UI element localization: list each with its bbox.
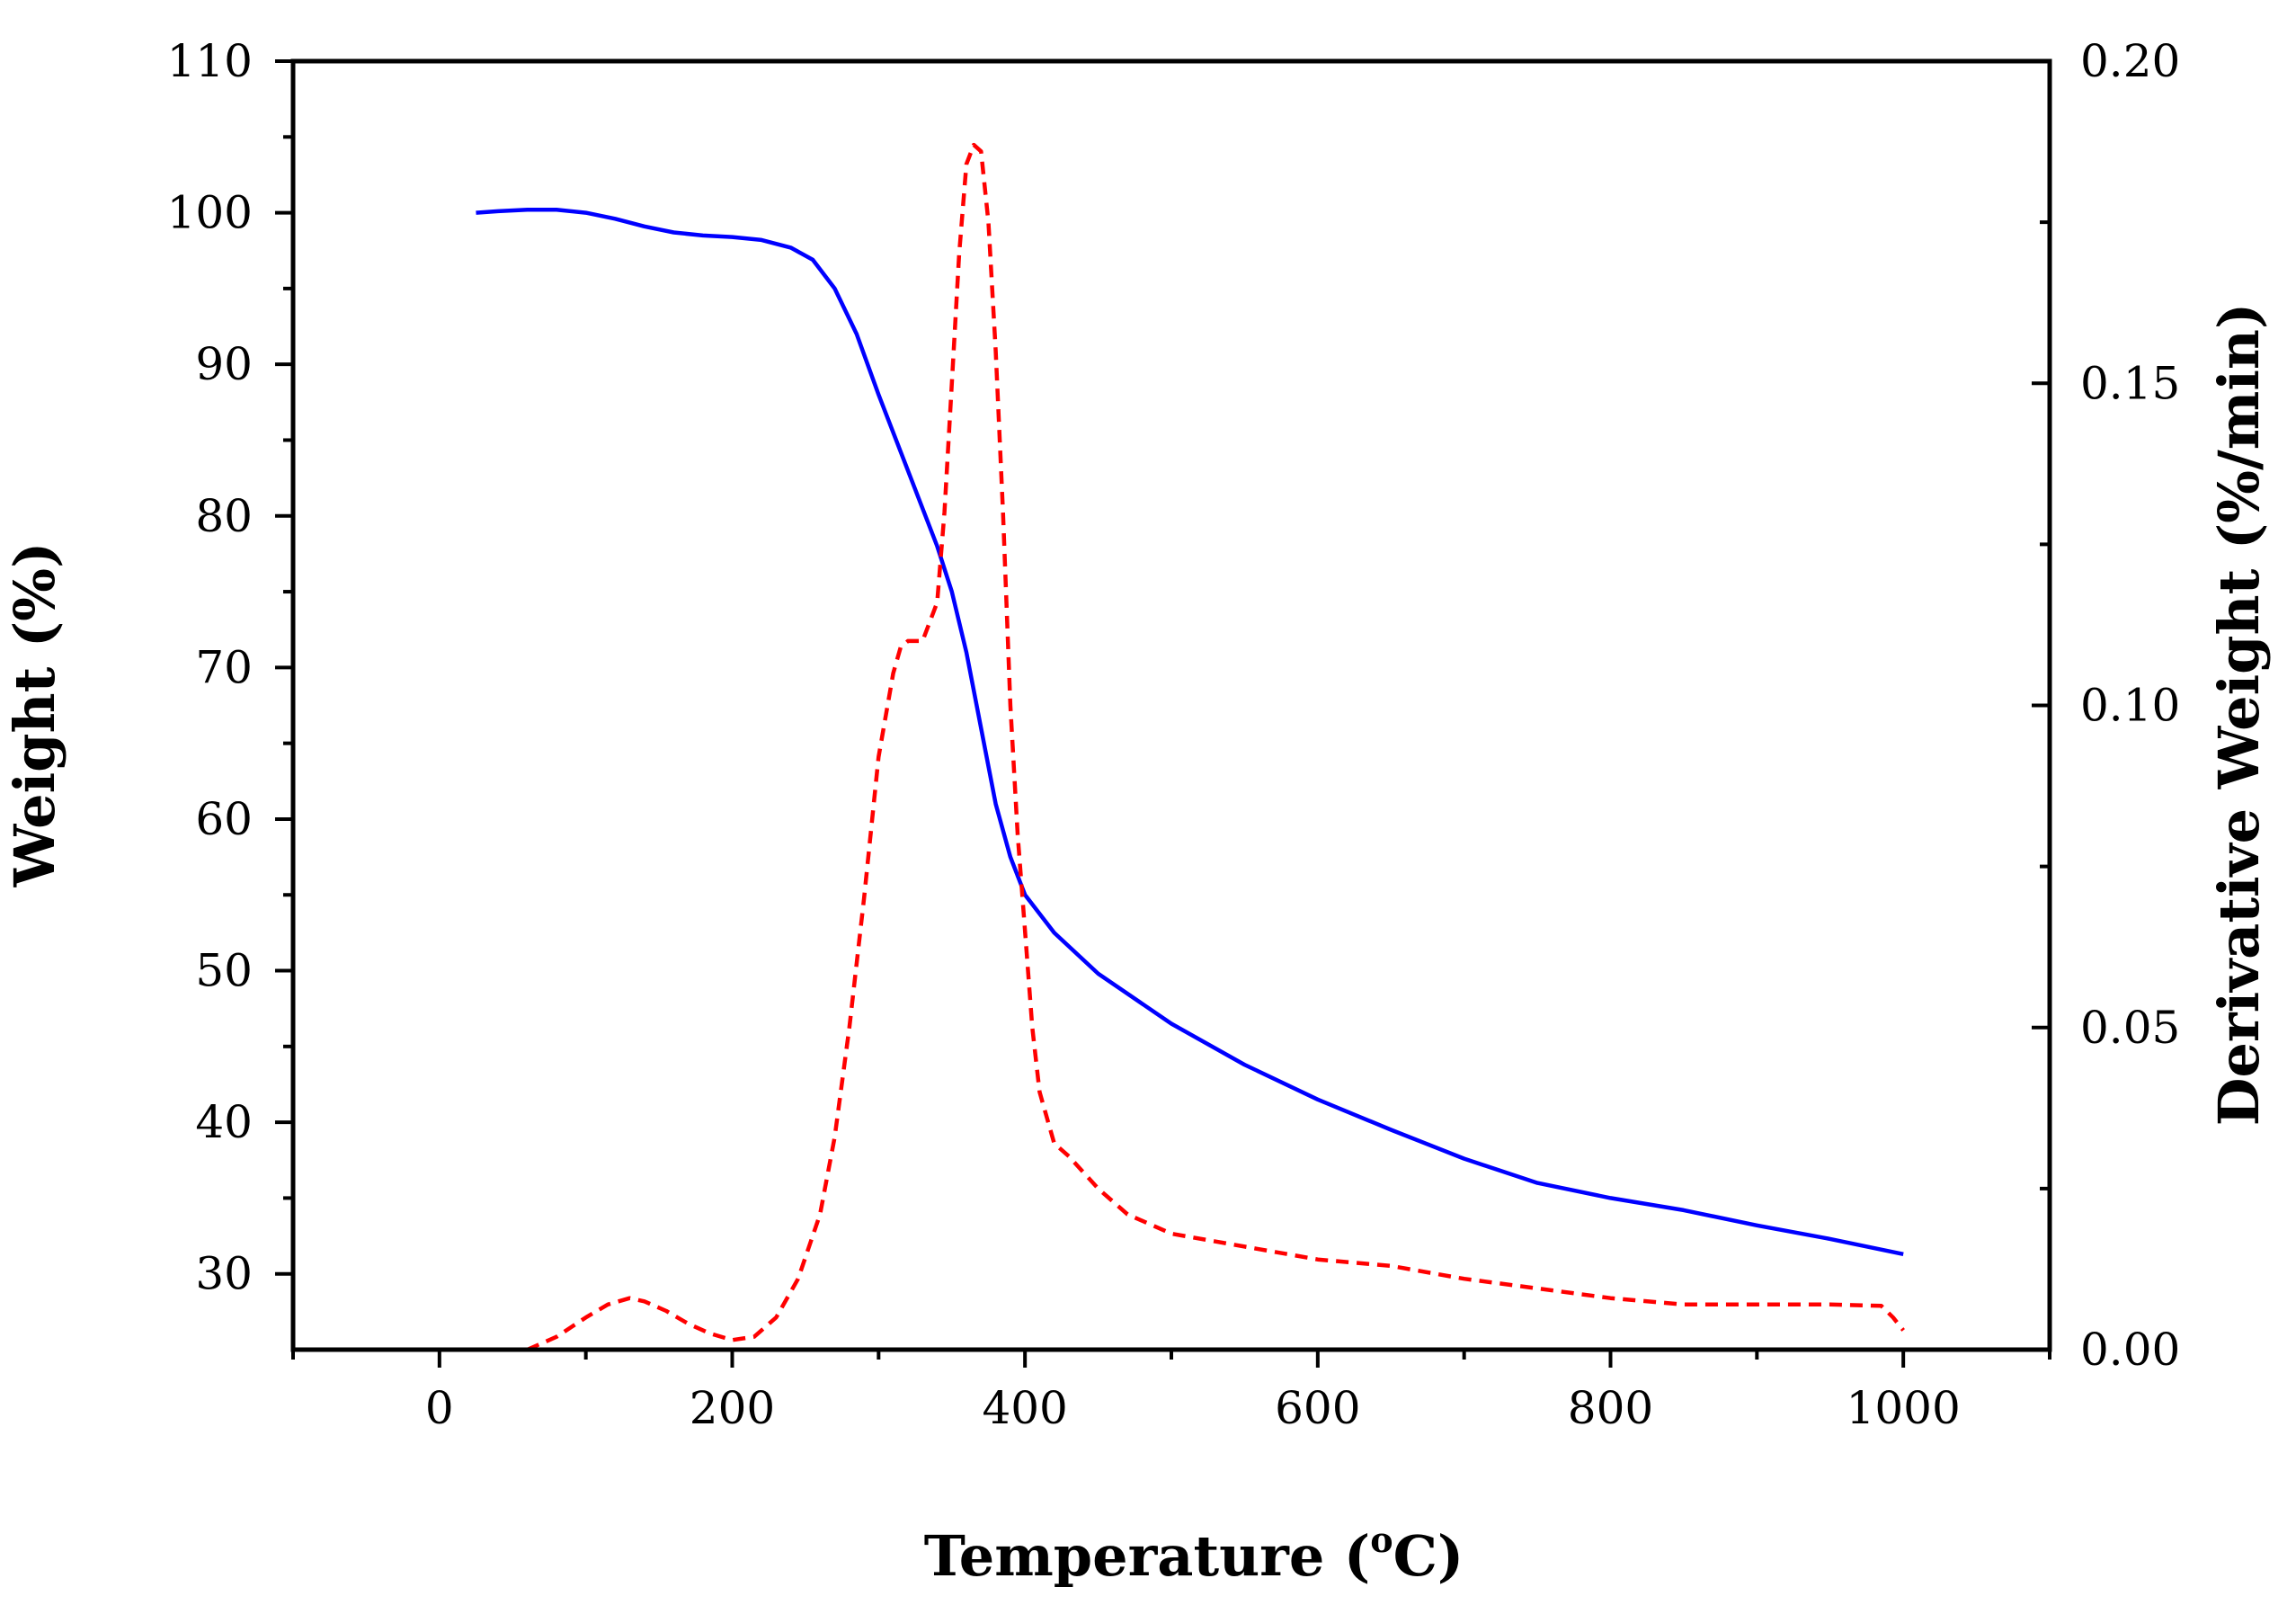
y-right-tick-label: 0.15 [2080,357,2180,409]
y-right-tick-label: 0.00 [2080,1324,2180,1376]
x-tick-label: 1000 [1847,1382,1961,1434]
x-tick-label: 0 [425,1382,454,1434]
y-right-tick-label: 0.20 [2080,35,2180,87]
y-left-tick-label: 100 [167,187,253,239]
x-tick-label: 800 [1568,1382,1653,1434]
labels-layer: 0 200 400 600 800 1000 30 40 50 60 70 80 90 100 110 0.0… [167,35,2181,1434]
y-left-tick-label: 70 [195,641,253,693]
x-axis-title: Temperature (oC) [924,1520,1464,1589]
y-left-tick-label: 50 [195,945,253,997]
weight-line [476,207,1904,1257]
plot-frame [290,58,2052,1352]
y-right-tick-label: 0.05 [2080,1002,2180,1054]
y-left-tick-label: 90 [195,338,253,390]
y-left-tick-label: 80 [195,490,253,542]
y-left-axis-title: Weight (%) [2,542,67,888]
ticks-layer [275,59,2051,1368]
x-tick-label: 400 [982,1382,1067,1434]
x-tick-label: 600 [1275,1382,1360,1434]
y-right-tick-label: 0.10 [2080,680,2180,732]
derivative-weight-line [526,142,1905,1350]
x-tick-label: 200 [690,1382,775,1434]
x-axis-title-superscript: o [1370,1520,1393,1560]
y-left-tick-label: 40 [195,1096,253,1148]
series-layer [476,142,1905,1350]
y-left-tick-label: 110 [167,35,253,87]
y-left-tick-label: 30 [195,1248,253,1300]
y-left-tick-label: 60 [195,793,253,845]
y-right-axis-title: Derivative Weight (%/min) [2206,303,2272,1127]
